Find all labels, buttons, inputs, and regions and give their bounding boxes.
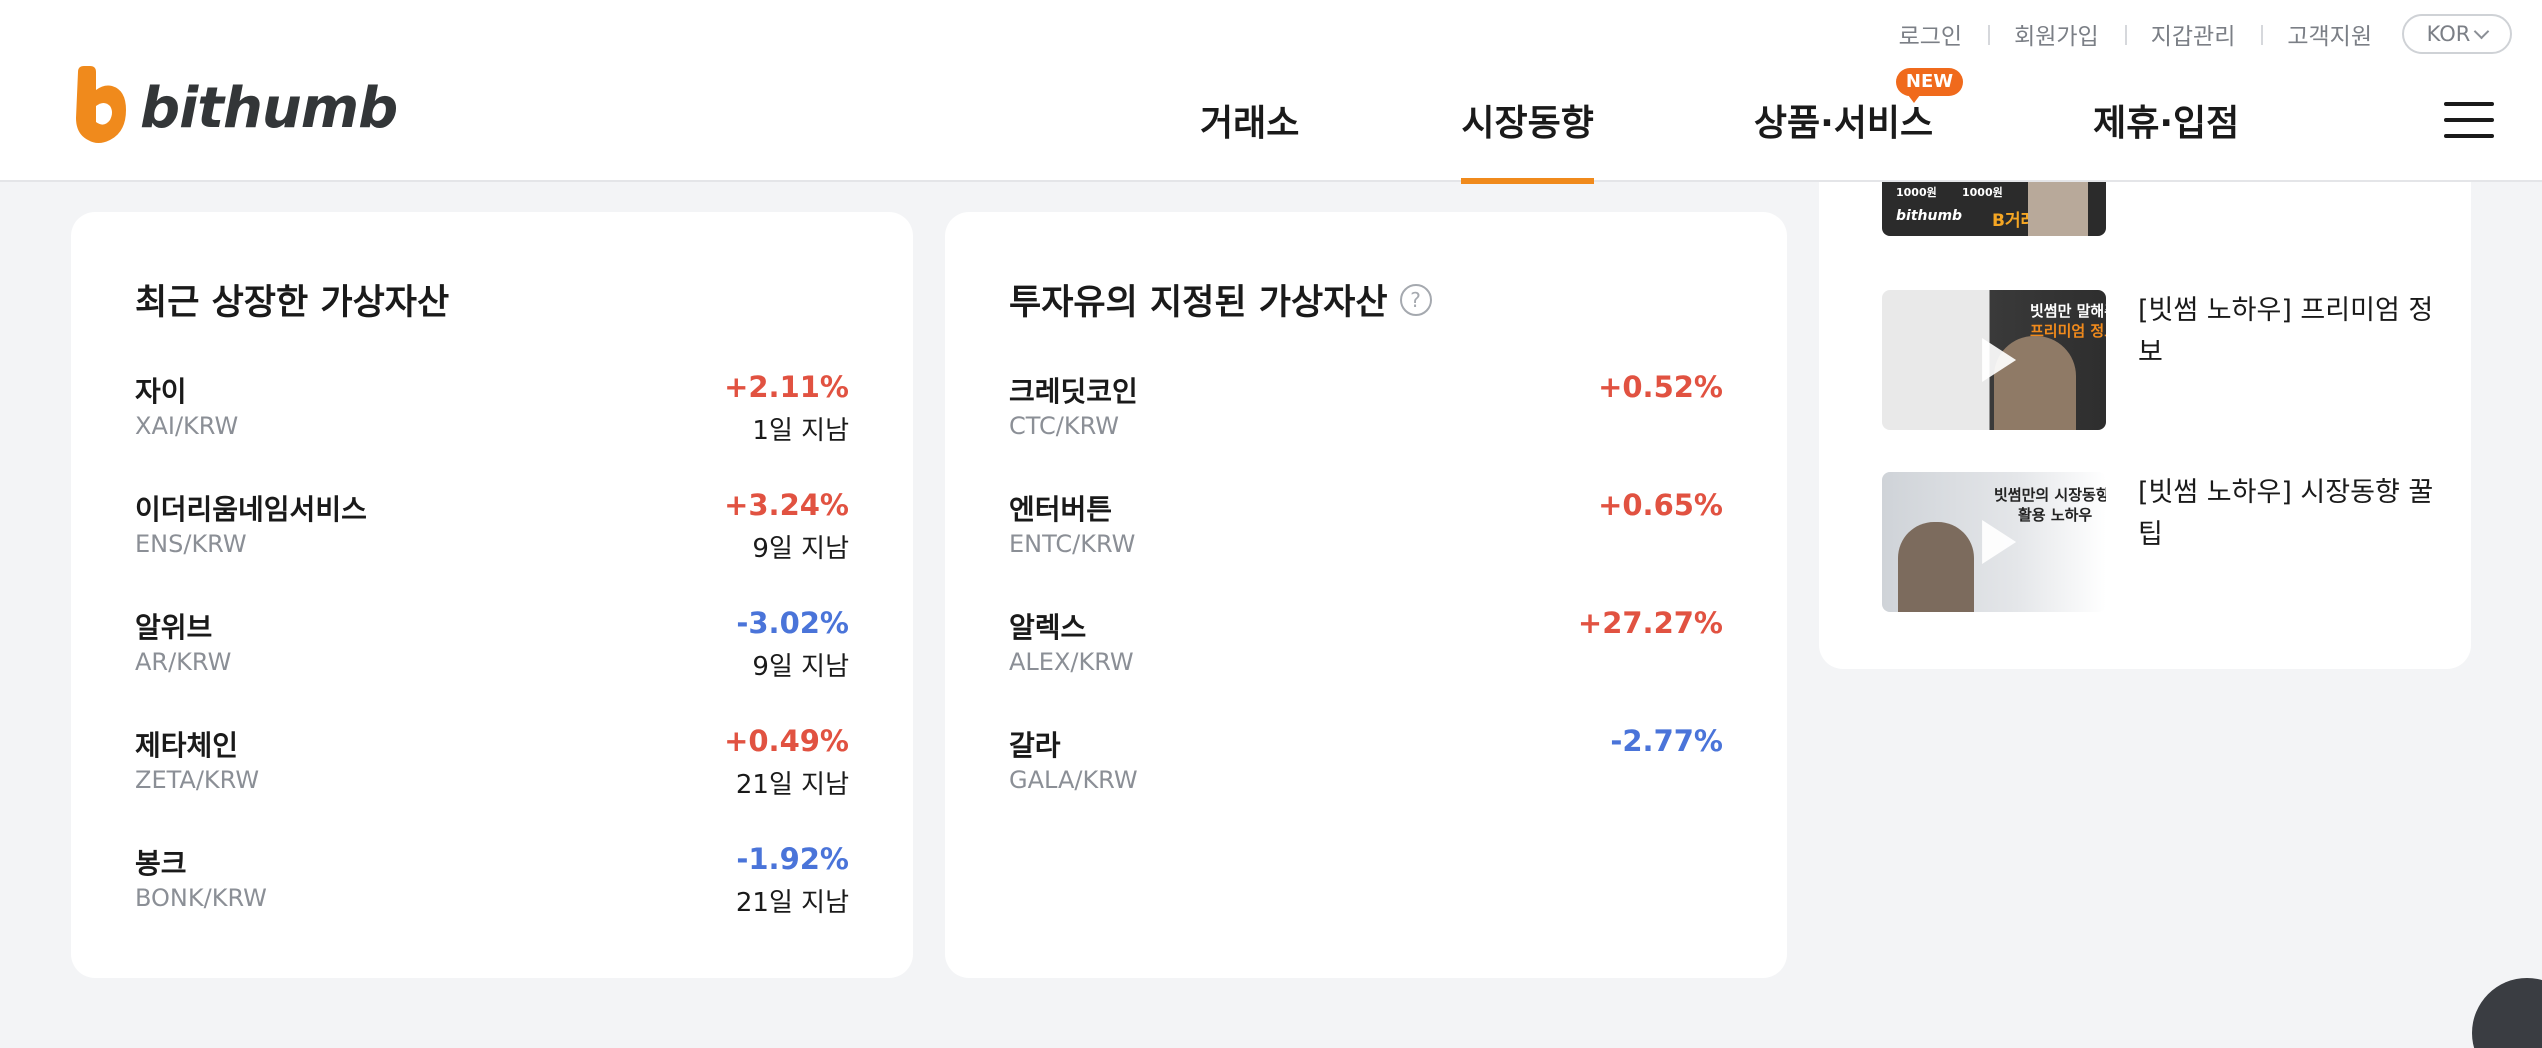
asset-pair: ZETA/KRW xyxy=(135,766,260,794)
recent-listed-title-text: 최근 상장한 가상자산 xyxy=(135,283,450,323)
video-thumbnail: 빗썸만의 시장동향 활용 노하우 xyxy=(1882,472,2106,612)
listed-since: 21일 지남 xyxy=(735,770,849,800)
asset-pair: ENS/KRW xyxy=(135,530,247,558)
asset-name: 갈라 xyxy=(1009,729,1061,762)
asset-change: +27.27% xyxy=(1577,606,1723,640)
asset-pair: ENTC/KRW xyxy=(1009,530,1136,558)
site-header: 로그인 회원가입 지갑관리 고객지원 KOR bithumb 거래소 시장동향 … xyxy=(0,0,2542,184)
login-link[interactable]: 로그인 xyxy=(1898,24,1963,50)
list-item[interactable]: 봉크 BONK/KRW -1.92% 21일 지남 xyxy=(135,842,849,960)
asset-change: -2.77% xyxy=(1610,724,1723,758)
recent-listed-card: 최근 상장한 가상자산 자이 XAI/KRW +2.11% 1일 지남 이더리움… xyxy=(71,212,913,978)
list-item[interactable]: 갈라 GALA/KRW -2.77% xyxy=(1009,724,1723,842)
caution-assets-title-text: 투자유의 지정된 가상자산 xyxy=(1009,283,1388,323)
listed-since: 9일 지남 xyxy=(752,534,849,564)
asset-pair: ALEX/KRW xyxy=(1009,648,1134,676)
recent-listed-list: 자이 XAI/KRW +2.11% 1일 지남 이더리움네임서비스 ENS/KR… xyxy=(135,370,849,960)
asset-change: +0.65% xyxy=(1598,488,1723,522)
thumb-caption: bithumb xyxy=(1896,208,1963,224)
presenter-image xyxy=(1898,522,1974,612)
recent-listed-title: 최근 상장한 가상자산 xyxy=(135,274,449,325)
list-item[interactable]: 제타체인 ZETA/KRW +0.49% 21일 지남 xyxy=(135,724,849,842)
asset-pair: XAI/KRW xyxy=(135,412,239,440)
asset-name: 알렉스 xyxy=(1009,611,1087,644)
thumb-caption: 빗썸만 말해주는 xyxy=(2030,302,2106,320)
play-icon xyxy=(1982,520,2017,564)
listed-since: 21일 지남 xyxy=(735,888,849,918)
asset-change: -3.02% xyxy=(736,606,849,640)
nav-market-trends[interactable]: 시장동향 xyxy=(1461,62,1594,184)
caution-assets-list: 크레딧코인 CTC/KRW +0.52% 엔터버튼 ENTC/KRW +0.65… xyxy=(1009,370,1723,842)
language-select[interactable]: KOR xyxy=(2402,14,2512,54)
asset-name: 제타체인 xyxy=(135,729,239,762)
list-item[interactable]: 이더리움네임서비스 ENS/KRW +3.24% 9일 지남 xyxy=(135,488,849,606)
chevron-down-icon xyxy=(2474,23,2490,39)
asset-name: 알위브 xyxy=(135,611,213,644)
support-link[interactable]: 고객지원 xyxy=(2261,17,2398,51)
asset-pair: AR/KRW xyxy=(135,648,232,676)
video-item[interactable]: 빗썸만 말해주는 프리미엄 정보 [빗썸 노하우] 프리미엄 정보 xyxy=(1882,290,2442,432)
nav-exchange-label: 거래소 xyxy=(1200,103,1300,144)
floating-action-button[interactable] xyxy=(2472,978,2542,1048)
main-nav: 거래소 시장동향 상품·서비스 NEW 제휴·입점 xyxy=(1150,62,2239,184)
nav-products-services[interactable]: 상품·서비스 NEW xyxy=(1753,62,1964,182)
thumb-caption: 1000원 xyxy=(1896,186,1937,199)
asset-name: 엔터버튼 xyxy=(1009,493,1113,526)
list-item[interactable]: 엔터버튼 ENTC/KRW +0.65% xyxy=(1009,488,1723,606)
video-panel: 1000원 1000원 bithumb B거래소 빗썸만 말해주는 프리미엄 정… xyxy=(1819,96,2471,669)
asset-change: -1.92% xyxy=(736,842,849,876)
nav-exchange[interactable]: 거래소 xyxy=(1200,62,1299,182)
caution-assets-title: 투자유의 지정된 가상자산 ? xyxy=(1009,274,1432,325)
asset-pair: CTC/KRW xyxy=(1009,412,1120,440)
asset-pair: BONK/KRW xyxy=(135,884,267,912)
asset-change: +0.49% xyxy=(724,724,849,758)
active-tab-indicator xyxy=(1461,178,1594,184)
bithumb-logo[interactable]: bithumb xyxy=(70,66,398,144)
video-thumbnail: 빗썸만 말해주는 프리미엄 정보 xyxy=(1882,290,2106,430)
caution-assets-card: 투자유의 지정된 가상자산 ? 크레딧코인 CTC/KRW +0.52% 엔터버… xyxy=(945,212,1787,978)
video-item[interactable]: 빗썸만의 시장동향 활용 노하우 [빗썸 노하우] 시장동향 꿀팁 xyxy=(1882,472,2442,614)
nav-partnership-label: 제휴·입점 xyxy=(2093,103,2240,144)
logo-text: bithumb xyxy=(140,75,398,141)
asset-pair: GALA/KRW xyxy=(1009,766,1138,794)
bithumb-logo-icon xyxy=(76,66,126,143)
asset-name: 자이 xyxy=(135,375,187,408)
nav-market-label: 시장동향 xyxy=(1461,103,1594,144)
list-item[interactable]: 자이 XAI/KRW +2.11% 1일 지남 xyxy=(135,370,849,488)
asset-change: +0.52% xyxy=(1598,370,1723,404)
thumb-caption: 1000원 xyxy=(1962,186,2003,199)
signup-link[interactable]: 회원가입 xyxy=(1988,17,2125,51)
nav-partnership[interactable]: 제휴·입점 xyxy=(2093,62,2239,182)
video-title: [빗썸 노하우] 프리미엄 정보 xyxy=(2138,295,2434,368)
question-icon[interactable]: ? xyxy=(1399,283,1432,316)
utility-nav: 로그인 회원가입 지갑관리 고객지원 KOR xyxy=(1873,14,2512,54)
thumb-caption: 활용 노하우 xyxy=(2018,506,2093,524)
video-title: [빗썸 노하우] 시장동향 꿀팁 xyxy=(2138,477,2434,550)
listed-since: 1일 지남 xyxy=(752,416,849,446)
wallet-link[interactable]: 지갑관리 xyxy=(2124,17,2262,51)
nav-products-label: 상품·서비스 xyxy=(1753,103,1934,144)
list-item[interactable]: 크레딧코인 CTC/KRW +0.52% xyxy=(1009,370,1723,488)
asset-name: 이더리움네임서비스 xyxy=(135,493,367,526)
hamburger-menu-icon[interactable] xyxy=(2444,102,2494,138)
play-icon xyxy=(1982,338,2017,382)
listed-since: 9일 지남 xyxy=(752,652,849,682)
new-badge: NEW xyxy=(1895,68,1964,103)
asset-change: +2.11% xyxy=(724,370,849,404)
asset-name: 봉크 xyxy=(135,847,187,880)
list-item[interactable]: 알렉스 ALEX/KRW +27.27% xyxy=(1009,606,1723,724)
asset-change: +3.24% xyxy=(724,488,849,522)
asset-name: 크레딧코인 xyxy=(1009,375,1138,408)
thumb-caption: 빗썸만의 시장동향 xyxy=(1994,486,2106,504)
language-value: KOR xyxy=(2426,22,2471,46)
list-item[interactable]: 알위브 AR/KRW -3.02% 9일 지남 xyxy=(135,606,849,724)
thumb-caption: 프리미엄 정보 xyxy=(2030,322,2106,340)
